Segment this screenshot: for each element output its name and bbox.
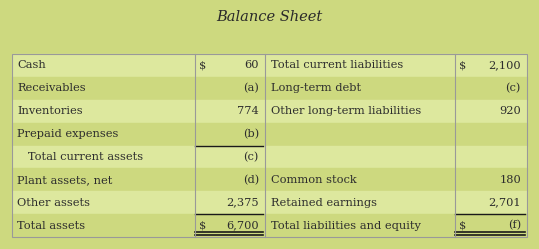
Text: 2,701: 2,701 (488, 198, 521, 208)
Text: 6,700: 6,700 (226, 221, 259, 231)
Text: Retained earnings: Retained earnings (271, 198, 377, 208)
Bar (265, 100, 527, 123)
Text: 60: 60 (245, 61, 259, 70)
Text: $: $ (199, 221, 206, 231)
Text: Total current assets: Total current assets (17, 152, 143, 162)
Text: Total current liabilities: Total current liabilities (271, 61, 403, 70)
Bar (12, 54, 265, 77)
Bar (12, 100, 265, 123)
Text: 2,100: 2,100 (488, 61, 521, 70)
Text: 920: 920 (499, 106, 521, 116)
Text: (c): (c) (506, 83, 521, 93)
Bar (265, 123, 527, 145)
Bar (265, 168, 527, 191)
Bar (12, 191, 265, 214)
Text: Other assets: Other assets (17, 198, 90, 208)
Text: 2,375: 2,375 (226, 198, 259, 208)
Bar (12, 168, 265, 191)
Text: (a): (a) (243, 83, 259, 93)
Bar (12, 145, 265, 168)
Text: 774: 774 (237, 106, 259, 116)
Text: 180: 180 (499, 175, 521, 185)
Bar (12, 77, 265, 100)
Text: (c): (c) (244, 152, 259, 162)
Bar (12, 123, 265, 145)
Text: Receivables: Receivables (17, 83, 86, 93)
Text: Common stock: Common stock (271, 175, 357, 185)
Text: Inventories: Inventories (17, 106, 82, 116)
Bar (265, 54, 527, 77)
Text: Total liabilities and equity: Total liabilities and equity (271, 221, 421, 231)
Text: (d): (d) (243, 175, 259, 185)
Bar (12, 54, 527, 237)
Text: Prepaid expenses: Prepaid expenses (17, 129, 119, 139)
Bar (265, 145, 527, 168)
Text: Other long-term liabilities: Other long-term liabilities (271, 106, 421, 116)
Bar (265, 191, 527, 214)
Text: (b): (b) (243, 129, 259, 139)
Text: Balance Sheet: Balance Sheet (216, 10, 323, 24)
Text: $: $ (459, 61, 466, 70)
Text: Plant assets, net: Plant assets, net (17, 175, 112, 185)
Text: Long-term debt: Long-term debt (271, 83, 361, 93)
Text: Total assets: Total assets (17, 221, 85, 231)
Text: $: $ (459, 221, 466, 231)
Bar (265, 77, 527, 100)
Bar (265, 214, 527, 237)
Text: Cash: Cash (17, 61, 46, 70)
Text: (f): (f) (508, 220, 521, 231)
Text: $: $ (199, 61, 206, 70)
Bar (12, 214, 265, 237)
